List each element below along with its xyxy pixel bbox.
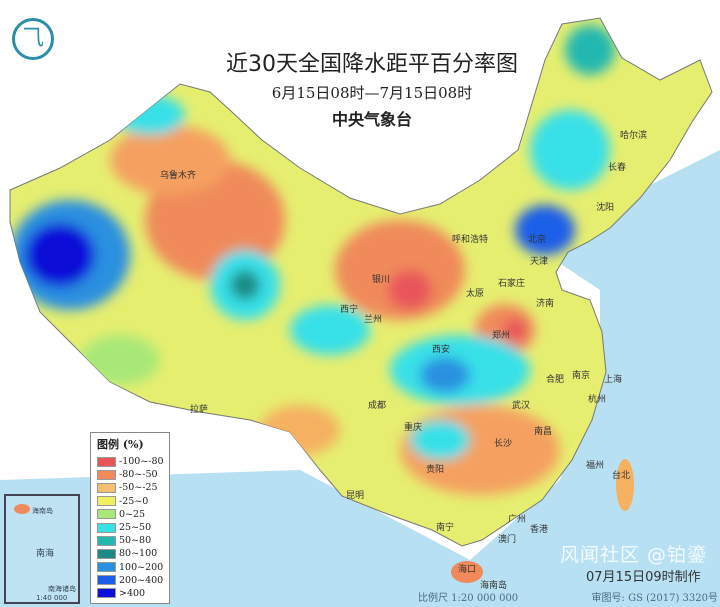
legend-item: 200~400 bbox=[97, 574, 169, 587]
city-label: 南昌 bbox=[534, 427, 553, 437]
city-label: 南宁 bbox=[436, 523, 455, 533]
legend-item: 25~50 bbox=[97, 521, 169, 534]
legend-label: -100~-80 bbox=[119, 456, 164, 468]
city-label: 拉萨 bbox=[190, 405, 209, 415]
cma-logo-icon: ⺄ bbox=[12, 18, 54, 60]
made-time: 07月15日09时制作 bbox=[586, 570, 701, 585]
watermark: 风闻社区 @铂鎏 bbox=[560, 544, 708, 566]
city-label: 杭州 bbox=[588, 395, 607, 405]
legend-swatch bbox=[97, 469, 116, 480]
legend-swatch bbox=[97, 522, 116, 533]
city-label: 长春 bbox=[608, 163, 627, 173]
city-label: 武汉 bbox=[512, 401, 531, 411]
map-issuer: 中央气象台 bbox=[331, 110, 412, 129]
city-label: 西安 bbox=[432, 345, 451, 355]
legend-swatch bbox=[97, 456, 116, 467]
legend-label: >400 bbox=[119, 587, 146, 599]
city-label: 郑州 bbox=[492, 331, 511, 341]
inset-island: 海南岛 bbox=[32, 507, 53, 515]
legend-item: -50~-25 bbox=[97, 481, 169, 494]
legend-label: 25~50 bbox=[119, 522, 152, 534]
legend: 图例 (%) -100~-80 -80~-50 -50~-25 -25~0 0~25 25… bbox=[90, 432, 170, 604]
legend-swatch bbox=[97, 509, 116, 520]
legend-swatch bbox=[97, 548, 116, 559]
city-label: 沈阳 bbox=[596, 203, 615, 213]
city-label: 太原 bbox=[466, 289, 485, 299]
legend-label: 100~200 bbox=[119, 561, 164, 573]
inset-sea: 南海 bbox=[36, 549, 55, 559]
city-label: 西宁 bbox=[340, 305, 359, 315]
city-label: 成都 bbox=[368, 401, 387, 411]
city-label: 哈尔滨 bbox=[620, 131, 648, 141]
legend-swatch bbox=[97, 588, 116, 599]
city-label: 海口 bbox=[458, 565, 477, 575]
city-label: 广州 bbox=[508, 515, 527, 525]
legend-item: -100~-80 bbox=[97, 455, 169, 468]
legend-item: 100~200 bbox=[97, 561, 169, 574]
city-label: 海南岛 bbox=[480, 581, 508, 591]
legend-title: 图例 (%) bbox=[97, 438, 144, 451]
city-label: 福州 bbox=[586, 461, 605, 471]
sea-area bbox=[0, 150, 720, 607]
legend-label: -80~-50 bbox=[119, 469, 158, 481]
city-label: 乌鲁木齐 bbox=[160, 171, 197, 181]
city-label: 兰州 bbox=[364, 315, 383, 325]
legend-item: 80~100 bbox=[97, 547, 169, 560]
city-label: 重庆 bbox=[404, 423, 423, 433]
legend-label: 0~25 bbox=[119, 508, 146, 520]
city-label: 台北 bbox=[612, 471, 631, 481]
city-label: 石家庄 bbox=[498, 279, 526, 289]
scale-label: 比例尺 1:20 000 000 bbox=[418, 593, 519, 604]
city-label: 合肥 bbox=[546, 375, 565, 385]
legend-label: -25~0 bbox=[119, 495, 149, 507]
inset-scale: 1:40 000 000 bbox=[36, 594, 68, 602]
legend-swatch bbox=[97, 482, 116, 493]
legend-swatch bbox=[97, 562, 116, 573]
city-label: 长沙 bbox=[494, 439, 513, 449]
city-label: 呼和浩特 bbox=[452, 235, 489, 245]
legend-item: -25~0 bbox=[97, 495, 169, 508]
city-label: 南京 bbox=[572, 371, 591, 381]
city-label: 澳门 bbox=[498, 535, 517, 545]
legend-item: 0~25 bbox=[97, 508, 169, 521]
city-label: 北京 bbox=[528, 235, 547, 245]
city-label: 天津 bbox=[530, 257, 549, 267]
legend-item: >400 bbox=[97, 587, 169, 600]
legend-swatch bbox=[97, 575, 116, 586]
legend-swatch bbox=[97, 496, 116, 507]
hainan-island bbox=[451, 561, 483, 583]
legend-label: -50~-25 bbox=[119, 482, 158, 494]
city-label: 上海 bbox=[604, 375, 623, 385]
map-period: 6月15日08时—7月15日08时 bbox=[271, 84, 473, 102]
map-title: 近30天全国降水距平百分率图 bbox=[226, 52, 518, 77]
taiwan-island bbox=[616, 459, 634, 511]
legend-item: -80~-50 bbox=[97, 468, 169, 481]
legend-item: 50~80 bbox=[97, 534, 169, 547]
city-label: 济南 bbox=[536, 299, 555, 309]
legend-label: 200~400 bbox=[119, 574, 164, 586]
legend-swatch bbox=[97, 535, 116, 546]
approval-number: 审图号: GS (2017) 3320号 bbox=[591, 593, 718, 604]
city-label: 贵阳 bbox=[426, 465, 445, 475]
legend-label: 50~80 bbox=[119, 535, 152, 547]
anomaly-fields bbox=[10, 25, 615, 495]
legend-label: 80~100 bbox=[119, 548, 158, 560]
inset-islands: 南海诸岛 bbox=[48, 585, 76, 593]
south-china-sea-inset: 海南岛 南海 南海诸岛 1:40 000 000 bbox=[4, 494, 80, 604]
city-label: 香港 bbox=[530, 525, 549, 535]
city-label: 银川 bbox=[372, 275, 391, 285]
city-label: 昆明 bbox=[346, 491, 365, 501]
